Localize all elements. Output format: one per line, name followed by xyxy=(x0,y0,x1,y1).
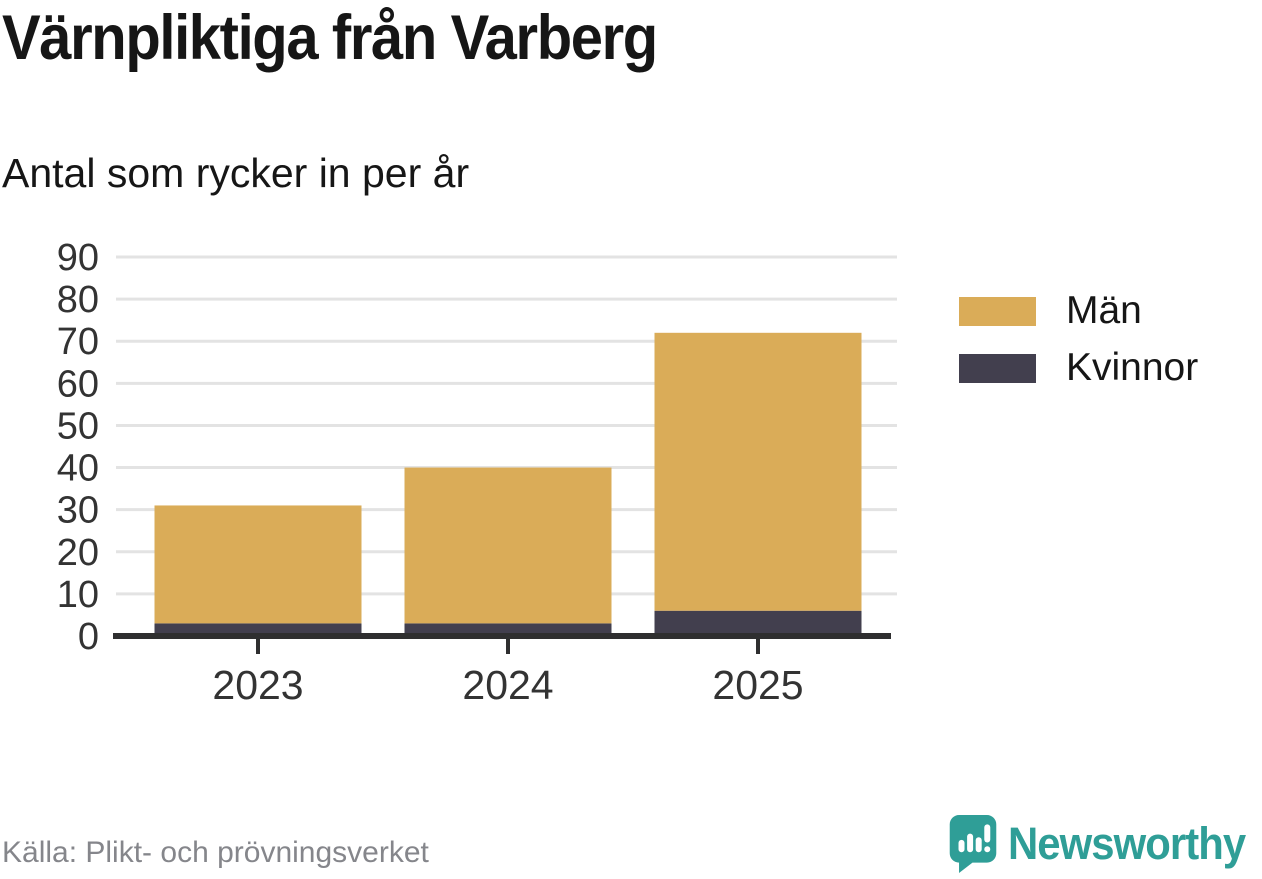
bar-segment-Kvinnor-2023 xyxy=(154,623,362,636)
y-tick-label: 70 xyxy=(57,321,99,363)
chart-title: Värnpliktiga från Varberg xyxy=(2,3,658,73)
y-tick-label: 10 xyxy=(57,574,99,616)
bar-segment-Kvinnor-2024 xyxy=(404,623,612,636)
legend-item-man: Män xyxy=(959,289,1259,332)
y-tick-label: 50 xyxy=(57,405,99,447)
legend-swatch-kvinnor-icon xyxy=(959,353,1036,383)
y-tick-label: 80 xyxy=(57,279,99,321)
y-tick-label: 0 xyxy=(78,616,99,658)
x-tick-label: 2023 xyxy=(212,662,303,708)
chart-subtitle: Antal som rycker in per år xyxy=(2,150,470,196)
bar-segment-Män-2024 xyxy=(404,467,612,624)
y-tick-label: 60 xyxy=(57,363,99,405)
x-tick-label: 2024 xyxy=(462,662,553,708)
legend-label-man: Män xyxy=(1066,289,1142,332)
legend: Män Kvinnor xyxy=(959,289,1259,410)
y-tick-label: 40 xyxy=(57,448,99,490)
bar-segment-Kvinnor-2025 xyxy=(654,610,862,636)
bar-segment-Män-2023 xyxy=(154,505,362,624)
source-note: Källa: Plikt- och prövningsverket xyxy=(2,836,429,869)
bar-segment-Män-2025 xyxy=(654,332,862,611)
y-tick-label: 90 xyxy=(57,237,99,279)
brand-logo: Newsworthy xyxy=(948,814,1260,876)
y-tick-label: 30 xyxy=(57,490,99,532)
x-tick-label: 2025 xyxy=(712,662,803,708)
y-tick-label: 20 xyxy=(57,532,99,574)
legend-swatch-man-icon xyxy=(959,296,1036,326)
brand-wordmark: Newsworthy xyxy=(1008,818,1246,869)
legend-item-kvinnor: Kvinnor xyxy=(959,346,1259,389)
bar-chart-speech-bubble-icon xyxy=(949,815,997,873)
legend-label-kvinnor: Kvinnor xyxy=(1066,346,1199,389)
